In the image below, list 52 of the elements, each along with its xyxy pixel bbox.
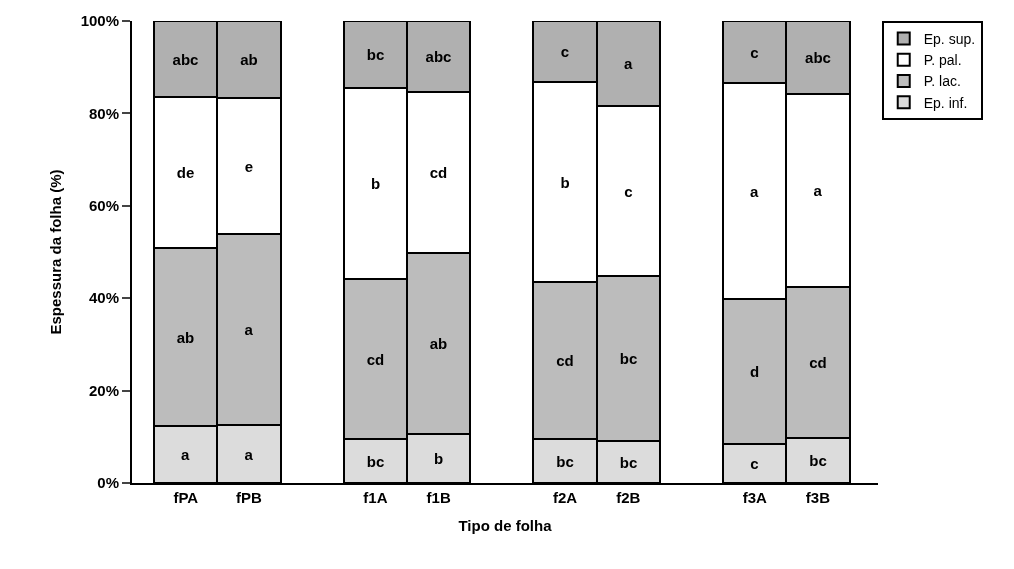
x-tick-label: fPB	[236, 489, 263, 506]
data-label: ab	[176, 328, 195, 346]
x-tick-label: f2A	[552, 489, 578, 506]
data-label: a	[181, 446, 190, 463]
data-label: a	[813, 182, 823, 199]
data-label: b	[370, 175, 381, 192]
data-label: a	[244, 445, 254, 463]
y-axis-title: Espessura da folha (%)	[47, 169, 65, 335]
data-label: a	[244, 321, 254, 338]
data-label: ab	[429, 335, 448, 352]
data-label: cd	[556, 352, 574, 369]
data-label: d	[749, 363, 760, 380]
data-label: ab	[240, 51, 258, 68]
data-label: e	[244, 157, 254, 175]
data-label: bc	[366, 452, 385, 470]
legend-label: Ep. sup.	[923, 31, 976, 48]
data-label: a	[750, 182, 759, 200]
data-label: a	[624, 55, 633, 72]
data-label: bc	[619, 350, 638, 367]
data-label: cd	[429, 164, 448, 181]
x-tick-label: f1A	[363, 489, 388, 506]
data-label: cd	[366, 350, 385, 368]
y-tick-label: 60%	[88, 197, 119, 215]
x-tick-label: f1B	[426, 489, 451, 506]
data-label: de	[176, 164, 195, 181]
data-label: abc	[425, 48, 452, 65]
data-label: bc	[809, 452, 827, 469]
data-label: bc	[556, 452, 574, 470]
data-label: c	[750, 43, 759, 61]
y-tick-label: 0%	[97, 474, 119, 492]
data-label: abc	[805, 49, 831, 66]
x-tick-label: f3B	[805, 489, 831, 506]
data-label: b	[560, 173, 570, 191]
y-tick-label: 100%	[80, 12, 119, 30]
data-label: c	[560, 43, 570, 60]
data-label: bc	[619, 453, 638, 471]
data-label: c	[624, 182, 633, 200]
legend-label: P. lac.	[923, 73, 961, 90]
legend-label: Ep. inf.	[923, 94, 968, 111]
data-label: abc	[172, 50, 199, 68]
data-label: bc	[366, 46, 385, 63]
y-tick-label: 20%	[88, 381, 119, 399]
data-label: b	[433, 450, 444, 467]
x-tick-label: f2B	[616, 489, 641, 506]
x-tick-label: fPA	[173, 489, 199, 506]
y-tick-label: 80%	[88, 104, 119, 122]
data-label: cd	[809, 354, 827, 371]
x-tick-label: f3A	[742, 489, 767, 506]
data-label: c	[750, 455, 759, 472]
y-tick-label: 40%	[88, 289, 119, 307]
x-axis-title: Tipo de folha	[458, 516, 553, 534]
legend-label: P. pal.	[923, 52, 962, 69]
